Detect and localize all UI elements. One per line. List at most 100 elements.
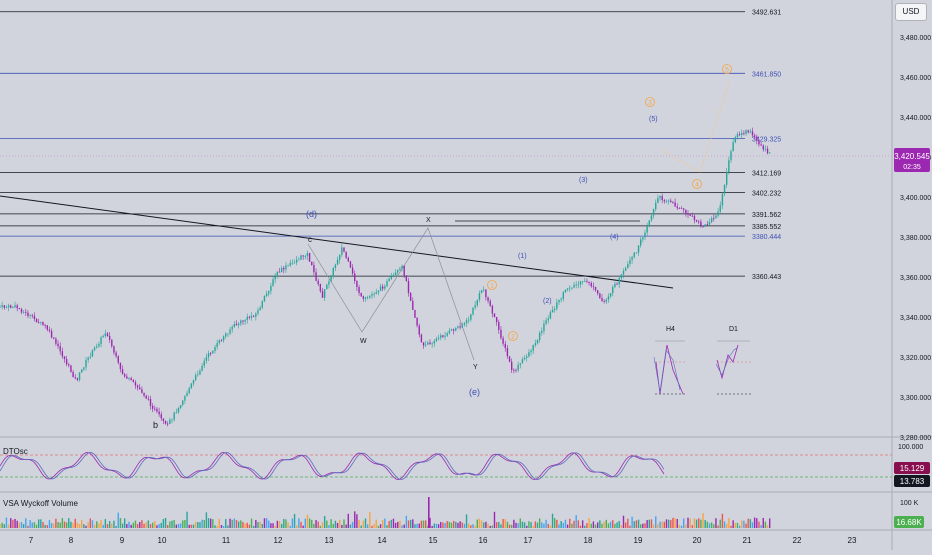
volume-bar: [407, 520, 410, 528]
level-label-2: 3429.325: [752, 136, 781, 143]
candlesticks[interactable]: [0, 127, 771, 427]
candle-body: [588, 281, 590, 283]
time-axis[interactable]: 7 8 9 10 11 12 13 14 15 16 17 18 19 20 21 22 23: [29, 536, 857, 545]
volume-bar: [721, 513, 724, 528]
volume-bar: [478, 518, 481, 528]
candle-body: [134, 382, 137, 386]
volume-bar: [139, 522, 141, 528]
volume-bar: [575, 515, 577, 528]
volume-title: VSA Wyckoff Volume: [3, 499, 78, 508]
candle-body: [33, 315, 36, 320]
volume-bar: [502, 519, 504, 528]
candle-body: [375, 292, 377, 294]
volume-bar: [579, 525, 582, 528]
candle-body: [519, 363, 521, 365]
candle-body: [523, 357, 526, 360]
price-axis[interactable]: 3,480.0003,460.0003,440.0003,420.0003,40…: [900, 35, 931, 442]
candle-body: [85, 359, 87, 368]
level-label-8: 3360.443: [752, 274, 781, 281]
volume-bar: [685, 524, 687, 528]
candle-body: [100, 337, 102, 344]
candle-body: [358, 287, 360, 294]
volume-bar: [468, 523, 470, 528]
volume-bar: [607, 523, 610, 528]
candle-body: [124, 374, 126, 377]
candle-body: [554, 308, 556, 310]
horizontal-levels[interactable]: 3492.631 3461.850 3429.325 3412.169 3402.232…: [0, 10, 892, 281]
volume-bar: [431, 525, 433, 528]
volume-bar: [362, 520, 365, 528]
candle-body: [450, 329, 453, 331]
candle-body: [521, 359, 524, 364]
candle-body: [489, 300, 491, 306]
volume-bar: [556, 519, 558, 528]
candle-body: [373, 293, 375, 295]
volume-bar: [472, 524, 474, 528]
time-tick-23: 23: [848, 536, 857, 545]
time-tick-20: 20: [693, 536, 702, 545]
candle-body: [663, 199, 666, 202]
volume-bar: [173, 519, 175, 528]
descending-trendline[interactable]: [0, 195, 674, 289]
candle-body: [63, 356, 66, 360]
volume-bar: [676, 518, 678, 528]
volume-bar: [63, 521, 66, 528]
candle-body: [517, 364, 519, 371]
candle-body: [407, 281, 410, 293]
candle-body: [687, 214, 689, 215]
candle-body: [732, 142, 734, 152]
candle-body: [594, 286, 597, 291]
candle-body: [356, 281, 358, 288]
price-tick-8: 3,320.000: [900, 355, 931, 362]
volume-bar: [691, 525, 693, 528]
price-tick-0: 3,480.000: [900, 35, 931, 42]
volume-bar: [93, 524, 96, 528]
volume-bar: [53, 523, 55, 528]
candle-body: [747, 130, 749, 133]
candle-body: [304, 256, 306, 257]
candle-body: [18, 308, 21, 310]
candle-body: [491, 305, 494, 314]
volume-bar: [229, 518, 231, 528]
countdown-timer: 02:35: [903, 164, 921, 171]
volume-bar: [379, 524, 382, 528]
wave-label-1: (1): [518, 253, 527, 260]
volume-bar: [536, 522, 539, 528]
candle-body: [463, 323, 466, 325]
oscillator-pane[interactable]: DTOsc: [0, 447, 892, 481]
volume-bar: [5, 517, 8, 528]
volume-bar: [756, 518, 758, 528]
candle-body: [76, 378, 79, 380]
candle-body: [61, 351, 64, 357]
volume-bar: [104, 519, 107, 528]
volume-bar: [401, 525, 403, 528]
volume-bar: [532, 525, 534, 528]
candle-body: [321, 291, 324, 298]
candle-body: [46, 325, 48, 330]
volume-bar: [130, 524, 132, 528]
candle-body: [89, 356, 91, 358]
volume-bar: [422, 520, 425, 528]
volume-bar: [98, 523, 100, 528]
candle-body: [253, 315, 255, 317]
volume-bar: [665, 519, 668, 528]
candle-body: [620, 274, 623, 279]
candle-body: [698, 221, 700, 223]
volume-bar: [594, 524, 597, 528]
candle-body: [143, 392, 145, 396]
currency-button[interactable]: USD: [895, 3, 927, 21]
candle-body: [558, 299, 560, 303]
candle-body: [351, 267, 354, 274]
candle-body: [549, 312, 552, 319]
volume-bar: [386, 525, 388, 528]
level-label-1: 3461.850: [752, 71, 781, 78]
candle-body: [741, 132, 743, 135]
candle-body: [745, 130, 747, 134]
volume-bar: [341, 524, 343, 528]
volume-bar: [205, 512, 208, 528]
candle-body: [237, 323, 240, 326]
candle-body: [480, 290, 483, 294]
volume-bar: [487, 523, 489, 528]
volume-bar: [627, 518, 629, 528]
